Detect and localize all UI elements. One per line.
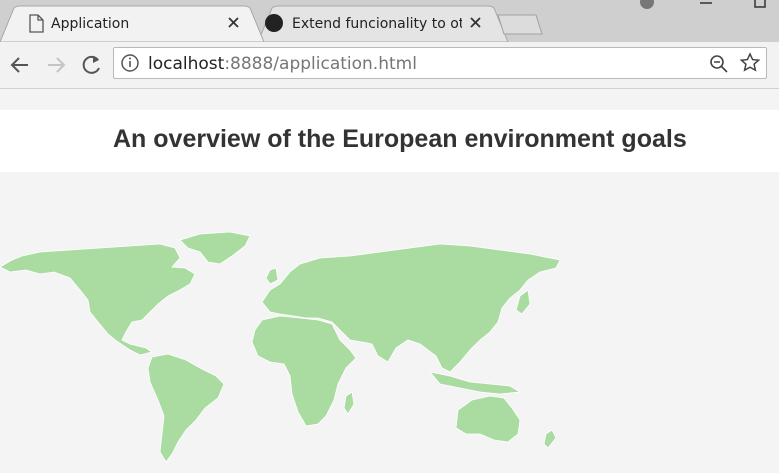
nav-buttons — [10, 55, 100, 74]
page-icon — [29, 14, 44, 33]
profile-icon[interactable] — [640, 0, 654, 9]
github-icon — [265, 14, 283, 32]
tab-background[interactable] — [257, 5, 509, 42]
forward-button[interactable] — [48, 57, 66, 73]
japan[interactable] — [515, 289, 531, 315]
maximize-button[interactable] — [754, 0, 766, 8]
new-tab-button[interactable] — [497, 14, 543, 35]
address-bar[interactable]: localhost:8888/application.html — [113, 47, 767, 79]
world-map — [0, 231, 561, 463]
tab-strip: Application Extend funcionality to oth — [0, 0, 779, 42]
eurasia[interactable] — [261, 243, 561, 373]
page-header: An overview of the European environment … — [0, 110, 779, 172]
bookmark-star[interactable] — [739, 52, 761, 72]
madagascar[interactable] — [343, 391, 355, 415]
tab[interactable]: Extend funcionality to oth — [292, 6, 462, 42]
tab[interactable]: Application — [51, 6, 221, 42]
page-content: An overview of the European environment … — [0, 89, 779, 473]
tab-active[interactable] — [0, 5, 265, 42]
north-america[interactable] — [0, 243, 196, 356]
zoom-icon[interactable] — [710, 55, 724, 69]
south-america[interactable] — [147, 353, 225, 463]
close-tab[interactable] — [470, 17, 481, 28]
africa[interactable] — [251, 315, 357, 427]
toolbar: localhost:8888/application.html — [0, 42, 779, 89]
url-path: :8888/application.html — [224, 54, 417, 74]
australia[interactable] — [455, 395, 521, 443]
page-title: An overview of the European environment … — [113, 125, 687, 153]
southeast-asia[interactable] — [428, 371, 522, 395]
greenland[interactable] — [179, 231, 251, 265]
omnibox-icons — [121, 52, 761, 73]
tab-title: Extend funcionality to oth — [292, 16, 462, 32]
reload-arrow — [93, 56, 99, 63]
tab-title: Application — [51, 16, 130, 32]
url-host: localhost — [148, 54, 225, 74]
new-zealand[interactable] — [543, 429, 557, 449]
info-icon[interactable] — [121, 54, 139, 72]
close-tab[interactable] — [228, 17, 239, 28]
url: localhost:8888/application.html — [148, 54, 417, 74]
back-button[interactable] — [10, 57, 28, 73]
uk[interactable] — [265, 267, 279, 285]
tab-shapes — [0, 0, 766, 42]
